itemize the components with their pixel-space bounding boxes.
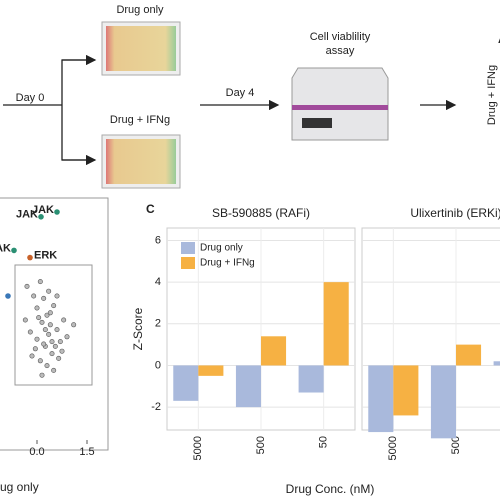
legend-swatch <box>181 242 195 254</box>
facet-title: SB-590885 (RAFi) <box>212 206 310 220</box>
highlight-point <box>5 293 11 299</box>
point <box>29 353 35 359</box>
point <box>52 343 58 349</box>
bar <box>323 282 349 366</box>
reader <box>291 67 389 141</box>
point <box>41 341 47 347</box>
bar <box>493 361 500 366</box>
facet-title: Ulixertinib (ERKi) <box>410 206 500 220</box>
point <box>44 312 50 318</box>
y-tick-label: 2 <box>155 318 161 330</box>
point <box>71 322 77 328</box>
point <box>39 319 45 325</box>
reader-tray <box>302 118 332 128</box>
legend-label: Drug + IFNg <box>200 258 255 269</box>
schematic: Day 0 Drug only Drug + IFNg Day 4 Cell v… <box>3 4 500 189</box>
legend-label: Drug only <box>200 243 243 254</box>
point <box>47 310 53 316</box>
branch <box>61 59 92 161</box>
highlight-point <box>54 209 60 215</box>
point <box>24 283 30 289</box>
plate-label: Drug + IFNg <box>110 114 170 126</box>
day-label: Day 0 <box>16 92 45 104</box>
point <box>61 317 67 323</box>
point-label: ERK <box>34 250 57 262</box>
side-label: Drug + IFNg <box>486 65 498 125</box>
point <box>37 358 43 364</box>
point <box>54 293 60 299</box>
point <box>44 363 50 369</box>
x-tick-label: 500 <box>450 436 462 454</box>
point <box>36 315 42 321</box>
bar <box>261 336 287 366</box>
point <box>34 336 40 342</box>
x-tick-label: 500 <box>255 436 267 454</box>
bar <box>456 344 482 366</box>
point-label: JAK <box>16 209 38 221</box>
bar <box>430 365 456 439</box>
point <box>49 351 55 357</box>
bar <box>235 365 261 408</box>
point <box>47 322 53 328</box>
x-tick-label: 1.5 <box>79 446 94 458</box>
point <box>49 339 55 345</box>
point <box>32 346 38 352</box>
point <box>34 305 40 311</box>
point-label: JAK <box>0 242 11 254</box>
highlight-point <box>11 247 17 254</box>
bar <box>393 365 419 416</box>
panel-letter: C <box>146 202 155 216</box>
point <box>57 339 63 345</box>
point <box>46 288 52 294</box>
highlight-point <box>27 254 33 261</box>
panel-letter: A <box>498 34 500 46</box>
plate-wells <box>106 139 176 184</box>
bar <box>173 365 199 401</box>
bar <box>298 365 324 393</box>
point <box>51 303 57 309</box>
point <box>46 331 52 337</box>
point <box>37 279 43 285</box>
y-tick-label: -2 <box>151 401 161 413</box>
reader-stripe <box>292 105 388 110</box>
assay-label: assay <box>326 45 355 57</box>
point <box>27 329 33 335</box>
y-tick-label: 0 <box>155 359 161 371</box>
x-axis-label: ug only <box>0 480 39 494</box>
highlight-point <box>38 214 44 220</box>
bar <box>198 365 224 376</box>
x-tick-label: 0.0 <box>29 446 44 458</box>
plot-frame <box>0 197 109 451</box>
x-tick-label: 5000 <box>387 436 399 460</box>
point <box>22 317 28 323</box>
point <box>51 367 57 373</box>
point <box>39 372 45 378</box>
point-label: JAK <box>32 204 54 216</box>
point <box>31 293 37 299</box>
point <box>54 327 60 333</box>
x-tick-label: 50 <box>318 436 330 448</box>
plate-label: Drug only <box>116 4 164 16</box>
x-axis-label: Drug Conc. (nM) <box>286 482 375 496</box>
point <box>41 295 47 301</box>
point <box>59 348 65 354</box>
y-tick-label: 6 <box>155 234 161 246</box>
x-tick-label: 5000 <box>192 436 204 460</box>
bar <box>368 365 394 433</box>
legend-swatch <box>181 257 195 269</box>
y-tick-label: 4 <box>155 276 161 288</box>
point <box>56 355 62 361</box>
assay-label: Cell viablility <box>310 31 371 43</box>
day-label: Day 4 <box>226 87 255 99</box>
point <box>64 334 70 340</box>
plate-wells <box>106 26 176 71</box>
y-axis-label: Z-Score <box>131 307 145 350</box>
zoom-box <box>14 264 93 386</box>
point <box>42 327 48 333</box>
